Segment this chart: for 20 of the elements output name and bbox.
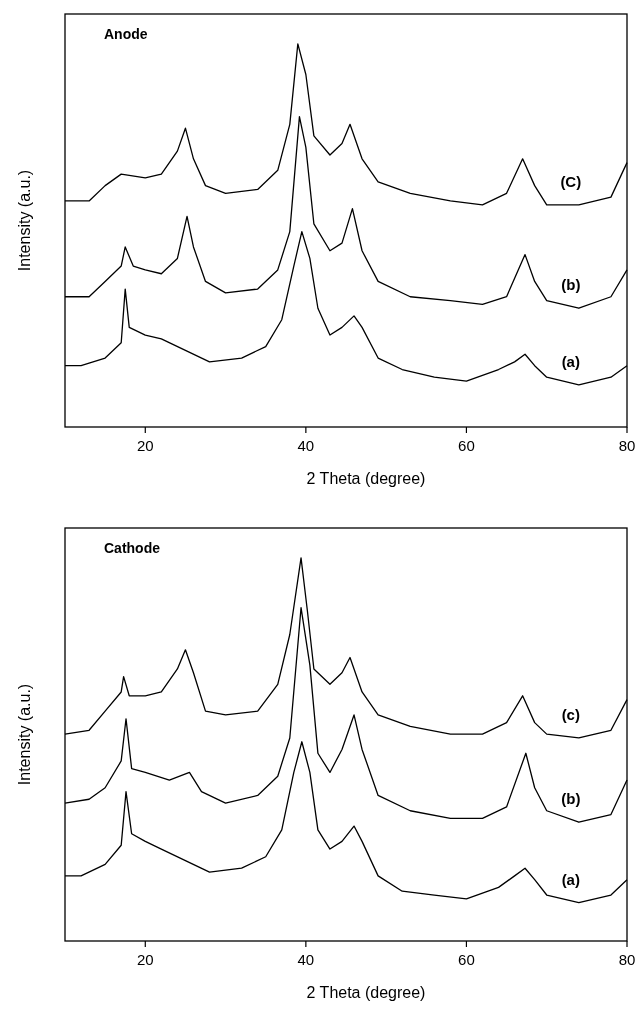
y-axis-title: Intensity (a.u.) xyxy=(16,683,33,786)
y-axis-title: Intensity (a.u.) xyxy=(16,169,33,272)
series-label: (a) xyxy=(561,870,580,888)
series-label: (c) xyxy=(561,705,580,723)
x-tick-label: 40 xyxy=(297,437,315,454)
x-tick-label: 20 xyxy=(136,437,154,454)
series-label: (a) xyxy=(561,352,580,370)
x-axis-title: 2 Theta (degree) xyxy=(306,470,426,487)
x-tick-label: 60 xyxy=(458,437,475,454)
series-label: (b) xyxy=(561,790,581,808)
x-tick-label: 80 xyxy=(618,437,636,454)
chart-title: Anode xyxy=(104,26,148,42)
x-tick-label: 80 xyxy=(618,951,636,968)
x-axis-title: 2 Theta (degree) xyxy=(306,984,426,1001)
x-tick-label: 60 xyxy=(458,951,475,968)
chart-title: Cathode xyxy=(104,540,161,556)
series-label: (b) xyxy=(561,276,581,294)
series-label: (C) xyxy=(560,172,582,190)
x-tick-label: 20 xyxy=(136,951,154,968)
x-tick-label: 40 xyxy=(297,951,315,968)
